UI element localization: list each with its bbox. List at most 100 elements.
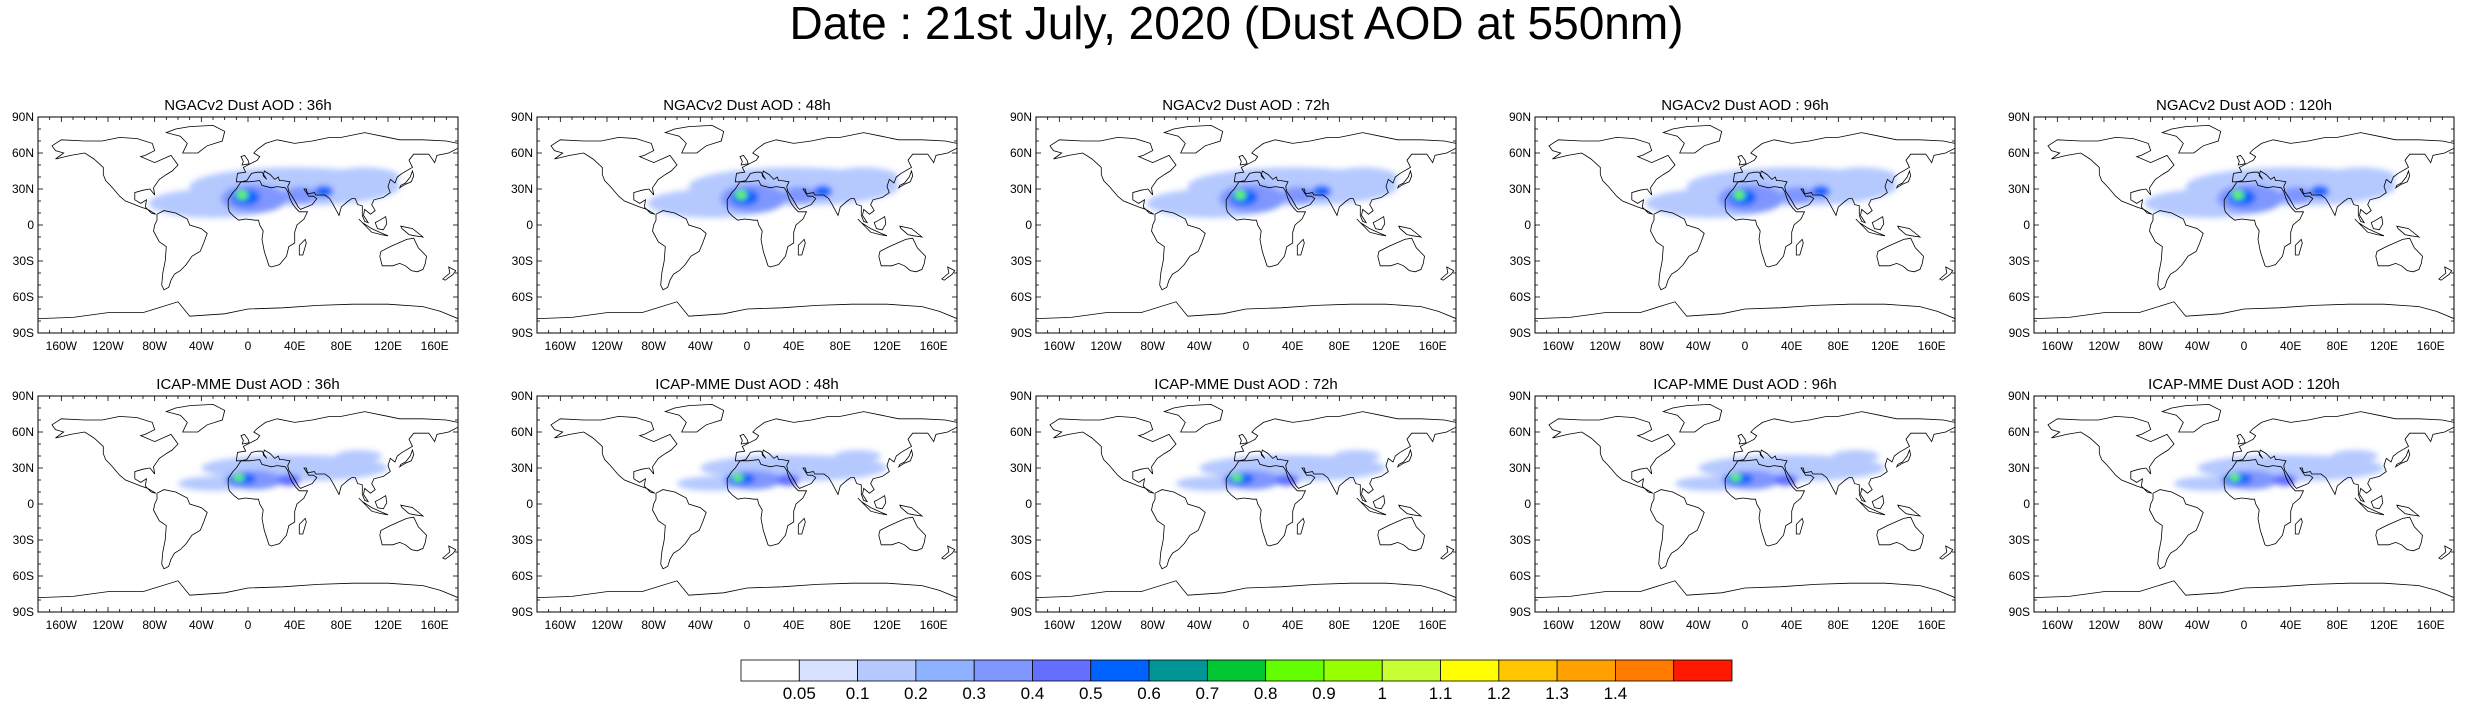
- coastline-south-america: [2149, 210, 2204, 291]
- lat-label: 0: [27, 497, 34, 511]
- panel-title: NGACv2 Dust AOD : 96h: [1661, 97, 1829, 114]
- panel-title: ICAP-MME Dust AOD : 120h: [2148, 376, 2340, 393]
- coastlines: [537, 403, 957, 612]
- lon-label: 80W: [1639, 339, 1664, 353]
- coastline-north-america: [51, 136, 179, 215]
- colorbar-swatch: [1498, 659, 1558, 682]
- colorbar: 0.05 0.1 0.2 0.3 0.4 0.5 0.6 0.7 0.8 0.9 1 1.1 1.2 1.…: [740, 659, 1733, 701]
- dust-field: [178, 450, 388, 491]
- coastline-antarctica: [38, 580, 458, 612]
- lon-label: 0: [2241, 339, 2248, 353]
- coastline-borneo: [374, 215, 388, 231]
- lat-label: 0: [2023, 497, 2030, 511]
- map-frame: [536, 395, 958, 613]
- panel-title: ICAP-MME Dust AOD : 72h: [1154, 376, 1337, 393]
- colorbar-swatch: [857, 659, 917, 682]
- coastline-indonesia: [358, 218, 389, 237]
- lon-label: 40W: [688, 618, 713, 632]
- lon-label: 160E: [2417, 339, 2445, 353]
- colorbar-label: 0.1: [846, 684, 870, 701]
- lat-label: 30S: [13, 254, 34, 268]
- coastline-greenland: [164, 403, 226, 433]
- lon-label: 120W: [92, 618, 124, 632]
- lon-label: 120W: [1589, 618, 1621, 632]
- coastline-madagascar: [1296, 238, 1305, 256]
- lon-label: 40E: [783, 618, 804, 632]
- lon-label: 160W: [1044, 618, 1076, 632]
- colorbar-swatch: [798, 659, 858, 682]
- dust-plume: [1832, 450, 1880, 462]
- coastline-uk: [739, 154, 749, 166]
- lat-label: 90S: [1011, 605, 1032, 619]
- lon-label: 120E: [2370, 618, 2398, 632]
- colorbar-label: 1: [1378, 684, 1387, 701]
- coastline-greenland: [2160, 403, 2222, 433]
- coastline-new-zealand: [2438, 545, 2453, 560]
- coastline-europe-asia: [1732, 411, 1955, 503]
- lon-label: 120E: [1372, 339, 1400, 353]
- map-panel-6: ICAP-MME Dust AOD : 36h 90N 60N 30N 0 30S 60S 9…: [12, 376, 459, 632]
- lat-label: 90N: [511, 389, 533, 403]
- coastline-japan: [398, 169, 415, 189]
- dust-plume: [1312, 185, 1332, 198]
- lon-label: 40E: [2280, 618, 2301, 632]
- coastline-europe-asia: [1732, 132, 1955, 224]
- map-panel-3: NGACv2 Dust AOD : 72h 90N 60N 30N 0 30S 60S 90S…: [1010, 97, 1457, 353]
- coastline-madagascar: [298, 238, 307, 256]
- lon-label: 80W: [1639, 618, 1664, 632]
- lon-label: 0: [245, 339, 252, 353]
- coastline-borneo: [1372, 494, 1386, 510]
- colorbar-label: 0.3: [962, 684, 986, 701]
- dust-field: [2174, 450, 2385, 491]
- lon-label: 120W: [591, 339, 623, 353]
- colorbar-swatch: [1206, 659, 1267, 682]
- lat-label: 90N: [1010, 110, 1032, 124]
- coastline-europe-asia: [235, 411, 458, 503]
- lat-label: 60S: [512, 569, 533, 583]
- lon-label: 80E: [830, 339, 851, 353]
- coastline-indonesia: [358, 497, 389, 516]
- lon-label: 40W: [2185, 618, 2210, 632]
- coastline-south-america: [153, 489, 208, 570]
- dust-plume: [1774, 474, 1798, 486]
- coastline-borneo: [1871, 494, 1885, 510]
- map-panel-1: NGACv2 Dust AOD : 36h 90N 60N 30N 0 30S 60S 90S…: [12, 97, 459, 353]
- coastline-japan: [1396, 448, 1413, 468]
- lon-label: 80E: [2327, 618, 2348, 632]
- coastline-antarctica: [537, 580, 957, 612]
- coastline-madagascar: [797, 238, 806, 256]
- lon-label: 80W: [1140, 618, 1165, 632]
- colorbar-label: 0.8: [1254, 684, 1278, 701]
- panel-title: NGACv2 Dust AOD : 72h: [1162, 97, 1330, 114]
- dust-plume: [1327, 167, 1398, 187]
- coastline-new-zealand: [1939, 266, 1954, 281]
- coastline-borneo: [873, 215, 887, 231]
- coastline-south-america: [652, 489, 707, 570]
- lat-label: 90N: [1509, 110, 1531, 124]
- coastline-indonesia: [1356, 497, 1387, 516]
- lon-label: 160E: [920, 339, 948, 353]
- coastline-africa: [2223, 180, 2305, 268]
- panel-title: ICAP-MME Dust AOD : 36h: [156, 376, 339, 393]
- coastline-europe-asia: [1233, 132, 1456, 224]
- lat-label: 30S: [1011, 254, 1032, 268]
- coastline-japan: [2394, 169, 2411, 189]
- colorbar-swatch: [1090, 659, 1150, 682]
- lat-label: 60N: [511, 425, 533, 439]
- coastline-indonesia: [1855, 497, 1886, 516]
- panel-title: NGACv2 Dust AOD : 36h: [164, 97, 332, 114]
- lat-label: 30N: [511, 461, 533, 475]
- dust-plume: [1729, 474, 1742, 482]
- coastline-uk: [1238, 154, 1248, 166]
- panel-title: ICAP-MME Dust AOD : 48h: [655, 376, 838, 393]
- coastline-indonesia: [1855, 218, 1886, 237]
- coastlines: [38, 403, 458, 612]
- lat-label: 0: [526, 218, 533, 232]
- coastline-africa: [1724, 180, 1806, 268]
- dust-plume: [277, 474, 301, 486]
- lon-label: 120E: [374, 339, 402, 353]
- colorbar-swatch: [915, 659, 975, 682]
- coastline-africa: [1724, 459, 1806, 547]
- coastline-europe-asia: [734, 132, 957, 224]
- coastline-new-zealand: [1440, 545, 1455, 560]
